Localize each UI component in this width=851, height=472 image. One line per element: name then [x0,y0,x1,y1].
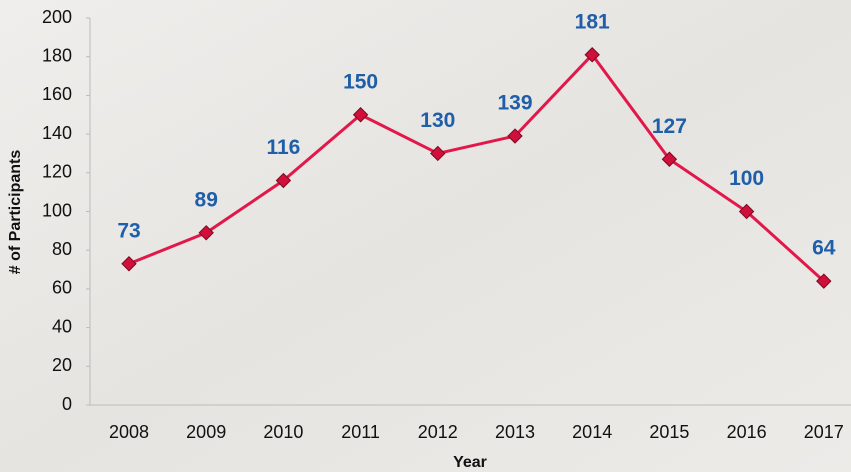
data-point [121,256,137,272]
y-tick-label: 120 [42,162,72,182]
data-point [430,145,446,162]
data-label: 73 [117,219,140,242]
data-point [584,47,600,63]
data-point [816,273,832,289]
y-tick-label: 80 [52,239,72,259]
data-point [198,225,214,241]
x-tick-label: 2011 [341,422,380,442]
data-point [352,107,369,123]
data-label: 181 [575,10,610,33]
data-label: 139 [497,92,532,115]
x-tick-label: 2008 [109,422,149,442]
data-label: 127 [652,115,687,138]
x-tick-label: 2017 [804,422,844,442]
x-tick-label: 2013 [495,422,535,442]
data-point [507,128,523,144]
x-tick-label: 2014 [572,422,612,442]
data-label: 116 [266,136,300,159]
x-axis-label: Year [453,454,487,471]
y-tick-label: 140 [42,123,72,143]
data-line [128,52,825,283]
data-label: 150 [343,70,378,93]
data-label: 64 [812,237,836,260]
y-tick-label: 40 [52,316,72,336]
y-tick-label: 200 [42,7,72,27]
data-label: 100 [729,167,764,190]
y-tick-label: 20 [52,355,72,375]
y-axis-label: # of Participants [7,150,24,275]
x-tick-label: 2009 [186,422,226,442]
x-tick-label: 2010 [263,422,303,442]
data-label: 130 [420,109,455,132]
data-point [661,151,678,167]
y-tick-label: 160 [42,84,72,104]
x-tick-label: 2016 [727,422,767,442]
y-tick-label: 100 [42,200,72,220]
data-point [275,172,292,189]
y-tick-label: 180 [42,45,72,65]
y-tick-label: 0 [62,394,72,414]
x-tick-label: 2015 [649,422,689,442]
data-point [738,203,755,220]
y-tick-label: 60 [52,278,72,298]
data-label: 89 [195,188,218,211]
x-tick-label: 2012 [418,422,458,442]
